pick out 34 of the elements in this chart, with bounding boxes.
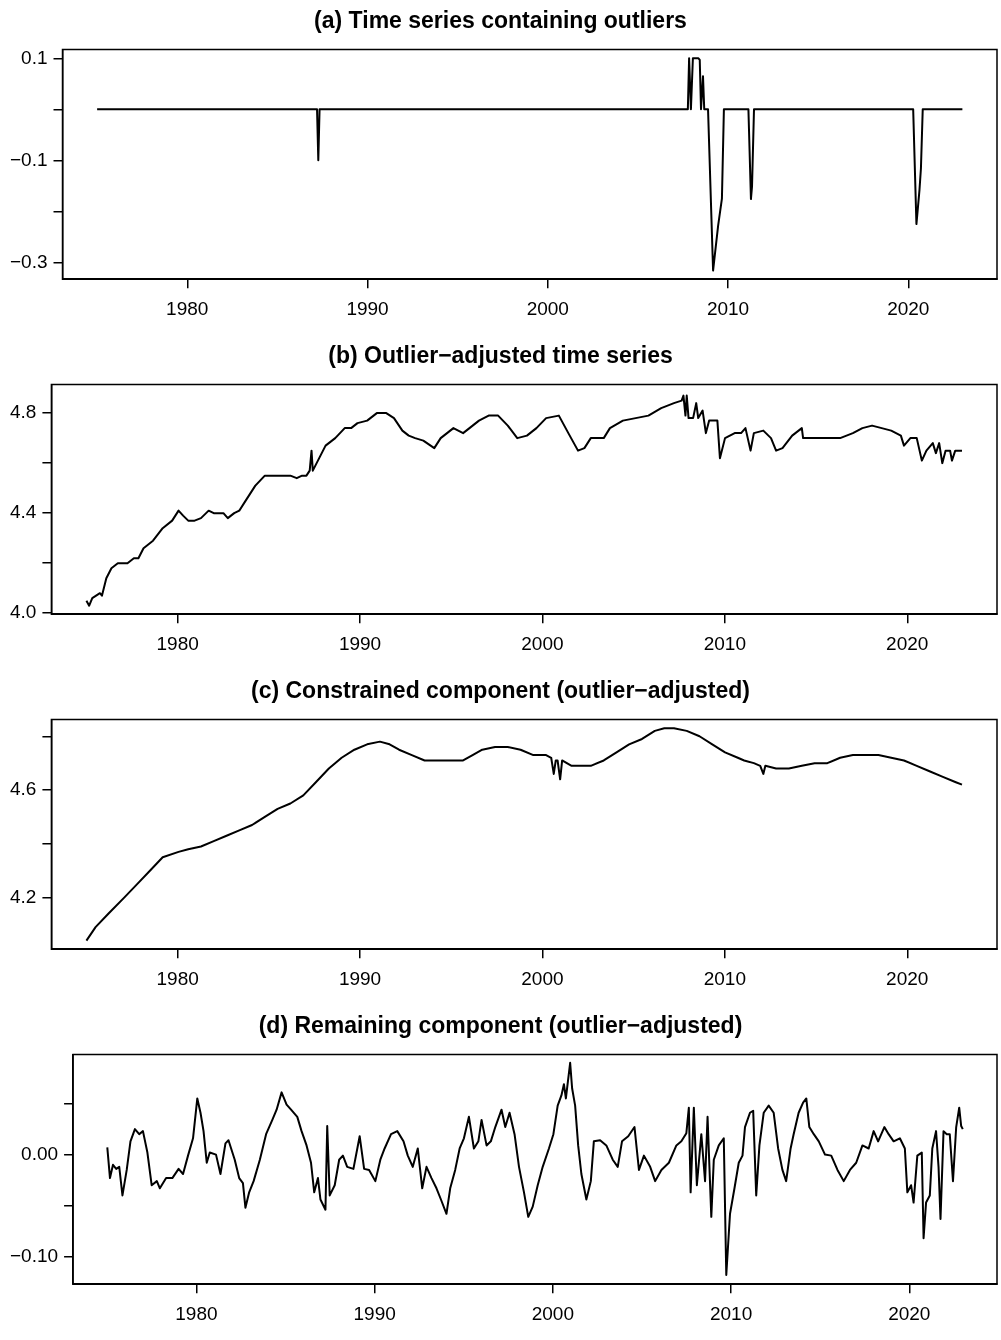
chart-title: (a) Time series containing outliers	[314, 7, 687, 34]
x-tick-label: 1980	[156, 632, 199, 654]
x-tick-label: 1990	[346, 297, 389, 319]
x-tick-label: 2010	[706, 297, 750, 319]
x-tick-label: 2010	[703, 967, 746, 989]
x-tick-label: 2020	[886, 632, 929, 654]
x-tick-label: 1980	[156, 967, 199, 989]
y-tick-label: 0.1	[21, 46, 48, 68]
x-tick-label: 2020	[886, 967, 929, 989]
x-tick-label: 2000	[521, 967, 564, 989]
chart-title: (d) Remaining component (outlier−adjusted)	[258, 1012, 743, 1039]
chart-title: (c) Constrained component (outlier−adjusted)	[250, 677, 751, 704]
x-tick-label: 2020	[887, 297, 930, 319]
y-tick-label: 4.8	[9, 401, 37, 423]
y-tick-label: 4.6	[9, 778, 37, 800]
x-tick-label: 2000	[526, 297, 569, 319]
chart-title: (b) Outlier−adjusted time series	[328, 342, 673, 369]
y-tick-label: 4.0	[9, 601, 37, 623]
y-tick-label: 0.00	[21, 1142, 59, 1164]
y-tick-label: 4.2	[9, 885, 37, 907]
x-tick-label: 1990	[353, 1302, 396, 1324]
x-tick-label: 2000	[521, 632, 564, 654]
x-tick-label: 2000	[531, 1302, 574, 1324]
y-tick-label: 4.4	[9, 501, 37, 523]
x-tick-label: 2020	[888, 1302, 931, 1324]
x-tick-label: 1980	[166, 297, 209, 319]
y-tick-label: −0.1	[9, 148, 48, 170]
x-tick-label: 1990	[338, 967, 382, 989]
x-tick-label: 1980	[175, 1302, 218, 1324]
y-tick-label: −0.3	[9, 250, 48, 272]
x-tick-label: 1990	[338, 632, 382, 654]
x-tick-label: 2010	[709, 1302, 753, 1324]
y-tick-label: −0.10	[10, 1244, 59, 1266]
x-tick-label: 2010	[703, 632, 746, 654]
